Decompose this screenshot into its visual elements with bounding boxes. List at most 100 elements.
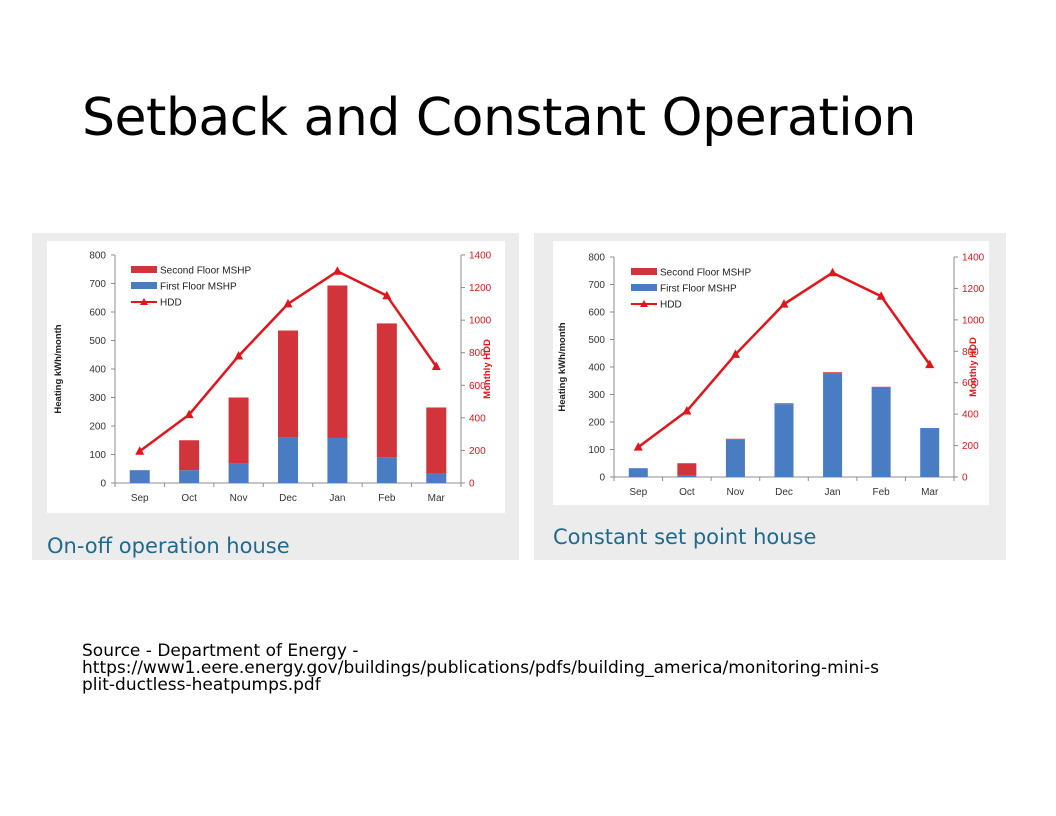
y-tick-label: 800 <box>89 251 106 262</box>
legend-label: Second Floor MSHP <box>660 268 751 279</box>
y-tick-label: 100 <box>588 445 605 456</box>
source-url-line: https://www1.eere.energy.gov/buildings/p… <box>82 658 879 678</box>
x-tick-label: Mar <box>428 493 446 504</box>
y2-tick-label: 0 <box>962 473 968 484</box>
bar-second-floor <box>774 403 794 405</box>
bar-first-floor <box>376 457 397 483</box>
source-citation: Source - Department of Energy - https://… <box>82 643 982 694</box>
y-axis-title: Heating kWh/month <box>557 322 568 411</box>
legend-swatch <box>631 268 657 275</box>
y2-tick-label: 1400 <box>469 251 492 262</box>
x-tick-label: Nov <box>230 493 248 504</box>
y-tick-label: 600 <box>89 308 106 319</box>
chart-panel-constant: 0 100 200 300 400 500 600 700 800 0 200 400 600 800 10… <box>534 233 1006 560</box>
legend-swatch <box>131 282 157 289</box>
x-tick-label: Sep <box>629 487 647 498</box>
x-tick-label: Oct <box>679 487 695 498</box>
y2-tick-label: 1000 <box>469 316 492 327</box>
x-tick-label: Feb <box>873 487 891 498</box>
y2-tick-label: 0 <box>469 479 475 490</box>
hdd-marker <box>431 361 441 371</box>
bar-first-floor <box>278 437 298 483</box>
y-tick-label: 0 <box>100 479 106 490</box>
y2-tick-label: 800 <box>962 347 979 358</box>
hdd-marker <box>633 442 643 451</box>
bar-second-floor <box>677 463 697 476</box>
bar-second-floor <box>278 330 298 438</box>
hdd-marker <box>234 350 244 360</box>
hdd-marker <box>135 446 145 455</box>
legend-label: HDD <box>160 298 182 309</box>
bar-second-floor <box>228 397 249 464</box>
bar-first-floor <box>920 428 940 477</box>
bar-first-floor <box>129 470 150 483</box>
bar-second-floor <box>179 440 200 471</box>
chart-on-off-operation: 0 100 200 300 400 500 600 700 800 0 200 400 600 800 10… <box>53 251 493 505</box>
chart-caption-constant: Constant set point house <box>553 525 817 549</box>
bar-second-floor <box>327 285 348 438</box>
y-tick-label: 200 <box>588 418 605 429</box>
legend-marker <box>140 298 148 305</box>
y-tick-label: 600 <box>588 308 605 319</box>
y2-tick-label: 200 <box>962 441 979 452</box>
hdd-marker <box>925 359 935 369</box>
legend-label: First Floor MSHP <box>660 284 737 295</box>
y2-tick-label: 600 <box>469 381 486 392</box>
x-tick-label: Mar <box>921 487 939 498</box>
legend-label: Second Floor MSHP <box>160 266 251 277</box>
y2-tick-label: 1200 <box>469 283 492 294</box>
y2-axis-title: Monthly HDD <box>968 337 979 397</box>
hdd-marker <box>382 290 392 300</box>
x-tick-label: Nov <box>727 487 745 498</box>
x-tick-label: Jan <box>329 493 345 504</box>
bar-first-floor <box>823 373 843 477</box>
hdd-marker <box>332 266 342 275</box>
chart-plot-area-constant: 0 100 200 300 400 500 600 700 800 0 200 400 600 800 10… <box>553 241 989 505</box>
bar-first-floor <box>426 473 447 483</box>
chart-constant-set-point: 0 100 200 300 400 500 600 700 800 0 200 400 600 800 10… <box>557 253 985 499</box>
hdd-marker <box>828 267 838 277</box>
y2-tick-label: 1000 <box>962 315 985 326</box>
x-tick-label: Dec <box>775 487 793 498</box>
y-tick-label: 700 <box>89 279 106 290</box>
bar-first-floor <box>228 463 249 483</box>
bar-second-floor <box>871 386 891 388</box>
bar-first-floor <box>725 439 745 477</box>
y-tick-label: 500 <box>588 335 605 346</box>
hdd-marker <box>730 349 740 358</box>
x-tick-label: Oct <box>181 493 197 504</box>
bar-first-floor <box>327 437 348 483</box>
bar-first-floor <box>179 470 200 483</box>
source-url-line: plit-ductless-heatpumps.pdf <box>82 675 321 695</box>
y-tick-label: 700 <box>588 280 605 291</box>
hdd-marker <box>682 406 692 415</box>
y-axis-title: Heating kWh/month <box>53 324 64 413</box>
hdd-marker <box>283 298 293 308</box>
y2-tick-label: 1400 <box>962 253 985 264</box>
y2-tick-label: 600 <box>962 378 979 389</box>
y2-tick-label: 200 <box>469 446 486 457</box>
hdd-marker <box>184 409 194 419</box>
y-tick-label: 300 <box>89 393 106 404</box>
x-tick-label: Feb <box>378 493 396 504</box>
y2-tick-label: 400 <box>469 413 486 424</box>
legend-swatch <box>631 284 657 291</box>
y-tick-label: 0 <box>599 473 605 484</box>
y-tick-label: 400 <box>89 365 106 376</box>
bar-first-floor <box>774 404 794 477</box>
chart-plot-area-on-off: 0 100 200 300 400 500 600 700 800 0 200 400 600 800 10… <box>47 241 505 513</box>
bar-second-floor <box>426 407 447 474</box>
legend-swatch <box>131 266 157 273</box>
x-tick-label: Sep <box>131 493 149 504</box>
bar-first-floor <box>628 468 648 477</box>
bar-second-floor <box>376 323 397 458</box>
bar-first-floor <box>871 387 891 477</box>
slide-title: Setback and Constant Operation <box>82 88 916 148</box>
bar-second-floor <box>823 372 843 374</box>
y2-axis-title: Monthly HDD <box>482 339 493 399</box>
legend-label: First Floor MSHP <box>160 282 237 293</box>
y2-tick-label: 1200 <box>962 284 985 295</box>
hdd-marker <box>779 299 789 308</box>
legend-label: HDD <box>660 300 682 311</box>
y-tick-label: 800 <box>588 253 605 264</box>
